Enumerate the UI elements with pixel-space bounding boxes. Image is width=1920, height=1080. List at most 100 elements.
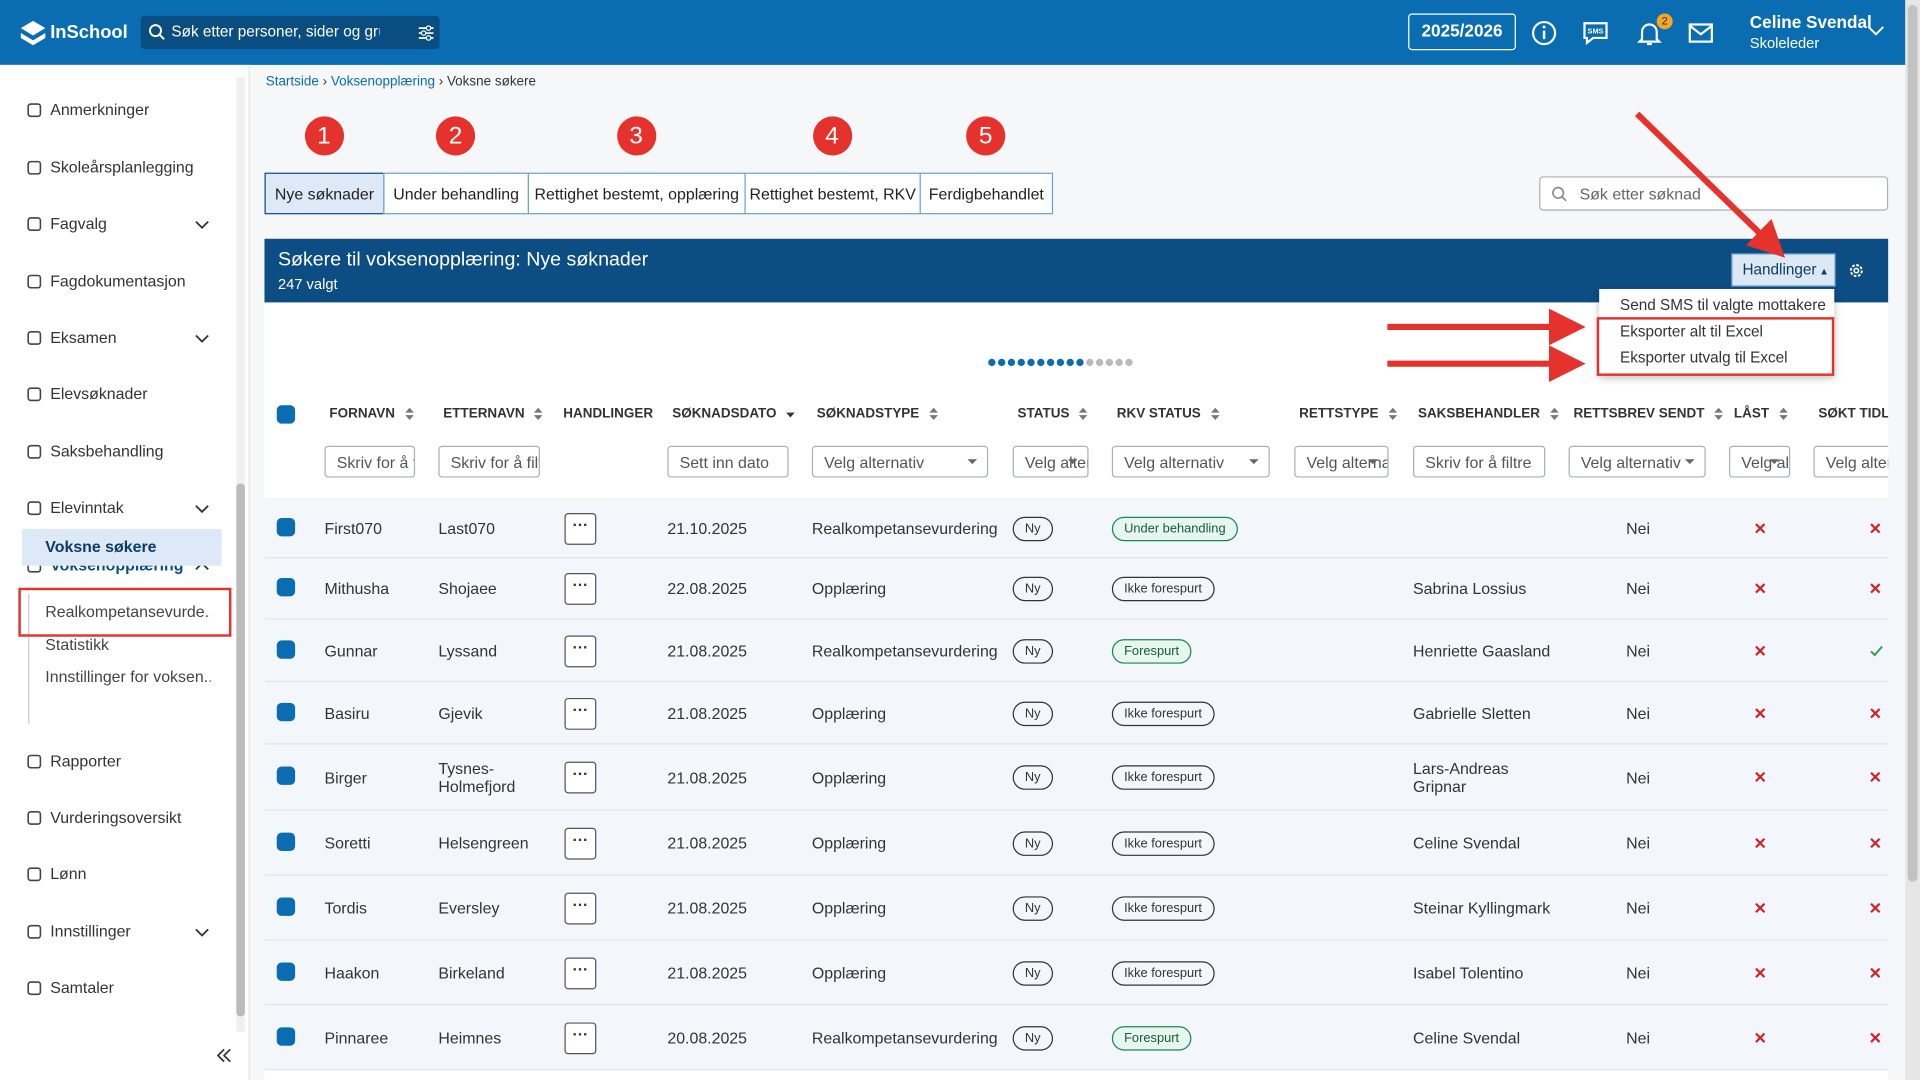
pager-dot[interactable] <box>997 358 1006 367</box>
column-filter[interactable]: Velg alternativ <box>1294 445 1389 478</box>
sort-icon[interactable] <box>1713 407 1724 422</box>
tab[interactable]: Nye søknader <box>264 172 385 215</box>
menu-item[interactable]: Fagdokumentasjon <box>50 271 186 291</box>
info-icon[interactable] <box>1531 20 1558 47</box>
menu-item[interactable]: Innstillinger <box>50 922 131 941</box>
column-header[interactable]: HANDLINGER <box>563 406 654 422</box>
row-checkbox[interactable] <box>276 766 296 785</box>
pager-dot[interactable] <box>1115 358 1123 367</box>
sort-icon[interactable] <box>1078 407 1089 422</box>
table-row[interactable] <box>264 558 1889 620</box>
table-row[interactable] <box>264 744 1889 811</box>
row-actions[interactable]: ··· <box>564 761 597 794</box>
menu-item[interactable]: Saksbehandling <box>50 442 164 461</box>
menu-chevron[interactable] <box>195 333 210 344</box>
row-actions[interactable]: ··· <box>564 634 597 667</box>
tab[interactable]: Under behandling <box>383 172 529 215</box>
column-filter[interactable]: Skriv for å filtre <box>324 445 416 478</box>
user-chevron[interactable] <box>1867 24 1884 36</box>
collapse-sidebar[interactable] <box>216 1047 233 1064</box>
menu-item[interactable]: Skoleårsplanlegging <box>50 157 194 177</box>
column-filter[interactable]: Skriv for å filtre <box>1413 445 1546 478</box>
sort-icon[interactable] <box>404 407 415 422</box>
tab[interactable]: Rettighet bestemt, opplæring <box>527 172 746 215</box>
pager-dot[interactable] <box>1125 358 1133 367</box>
menu-item[interactable]: Vurderingsoversikt <box>50 808 182 827</box>
table-row[interactable] <box>264 498 1889 559</box>
column-header[interactable]: SØKNADSTYPE <box>816 406 920 422</box>
row-actions[interactable]: ··· <box>564 1021 597 1054</box>
pager-dot[interactable] <box>1017 358 1025 367</box>
table-row[interactable] <box>264 810 1889 876</box>
column-header[interactable]: RKV STATUS <box>1116 406 1201 422</box>
row-actions[interactable]: ··· <box>564 697 597 730</box>
pager-dot[interactable] <box>1105 358 1114 367</box>
pager-dot[interactable] <box>1095 358 1104 367</box>
menu-subitem[interactable]: Statistikk <box>45 635 109 654</box>
mail-icon[interactable] <box>1687 21 1714 45</box>
sort-icon[interactable] <box>928 407 939 422</box>
application-search[interactable]: Søk etter søknad <box>1539 176 1889 211</box>
column-filter[interactable]: Velg alternativ <box>1111 445 1270 478</box>
column-filter[interactable]: Velg alternativ <box>1568 445 1706 478</box>
bell-icon[interactable] <box>1636 20 1663 47</box>
pager-dot[interactable] <box>988 358 996 367</box>
sort-icon[interactable] <box>785 407 796 422</box>
pager-dot[interactable] <box>1037 358 1045 367</box>
column-header[interactable]: ETTERNAVN <box>443 406 525 422</box>
row-checkbox[interactable] <box>276 1026 296 1046</box>
table-row[interactable] <box>264 940 1889 1006</box>
sidebar-scrollbar-thumb[interactable] <box>236 483 245 1017</box>
pager-dot[interactable] <box>1007 358 1016 367</box>
tab[interactable]: Ferdigbehandlet <box>919 172 1054 215</box>
row-checkbox[interactable] <box>276 517 296 536</box>
page-scrollbar[interactable] <box>1905 0 1920 1080</box>
pager-dot[interactable] <box>1027 358 1035 367</box>
row-actions[interactable]: ··· <box>564 892 597 924</box>
table-row[interactable] <box>264 619 1889 683</box>
column-header[interactable]: RETTSBREV SENDT <box>1573 406 1705 422</box>
sms-icon[interactable]: SMS <box>1582 20 1609 47</box>
menu-item[interactable]: Samtaler <box>50 978 114 997</box>
column-header[interactable]: LÅST <box>1733 406 1770 422</box>
menu-item[interactable]: Rapporter <box>50 751 121 771</box>
column-filter[interactable]: Velg alternativ <box>1012 445 1089 478</box>
sort-icon[interactable] <box>1209 407 1220 422</box>
sort-icon[interactable] <box>533 407 544 422</box>
menu-item[interactable]: Elevinntak <box>50 498 124 517</box>
row-checkbox[interactable] <box>276 961 296 981</box>
select-all[interactable] <box>276 405 296 424</box>
year-selector[interactable]: 2025/2026 <box>1408 13 1516 51</box>
breadcrumb-item[interactable]: Voksenopplæring <box>330 74 435 90</box>
menu-item[interactable]: Lønn <box>50 864 87 883</box>
column-header[interactable]: STATUS <box>1017 406 1070 422</box>
menu-item[interactable]: Anmerkninger <box>50 100 150 119</box>
sort-icon[interactable] <box>1549 407 1560 422</box>
menu-chevron[interactable] <box>195 219 210 230</box>
column-filter[interactable]: Velg alternativ <box>811 445 989 478</box>
row-checkbox[interactable] <box>276 896 296 916</box>
column-header[interactable]: SØKNADSDATO <box>672 406 777 422</box>
row-checkbox[interactable] <box>276 702 296 721</box>
menu-subitem[interactable]: Realkompetansevurde... <box>45 602 211 621</box>
row-checkbox[interactable] <box>276 577 296 597</box>
settings-icon[interactable] <box>1848 262 1865 279</box>
breadcrumb-item[interactable]: Startside <box>265 74 319 90</box>
pager-dot[interactable] <box>1056 358 1065 367</box>
tab[interactable]: Rettighet bestemt, RKV <box>744 172 921 215</box>
menu-subitem[interactable]: Innstillinger for voksen... <box>45 667 211 686</box>
actions-button[interactable]: Handlinger ▲ <box>1731 253 1836 287</box>
row-checkbox[interactable] <box>276 832 296 851</box>
menu-chevron[interactable] <box>195 927 210 938</box>
row-actions[interactable]: ··· <box>564 573 597 605</box>
menu-item[interactable]: Elevsøknader <box>50 384 148 403</box>
pager-dot[interactable] <box>1066 358 1074 367</box>
menu-option[interactable]: Eksporter alt til Excel <box>1620 322 1763 340</box>
table-row[interactable] <box>264 1005 1889 1071</box>
menu-option[interactable]: Eksporter utvalg til Excel <box>1620 348 1788 367</box>
menu-item[interactable]: Eksamen <box>50 328 117 347</box>
row-actions[interactable]: ··· <box>564 512 597 545</box>
column-filter[interactable]: Velg alternativ <box>1813 445 1889 478</box>
pager-dot[interactable] <box>1076 358 1084 367</box>
sort-icon[interactable] <box>1387 407 1398 422</box>
